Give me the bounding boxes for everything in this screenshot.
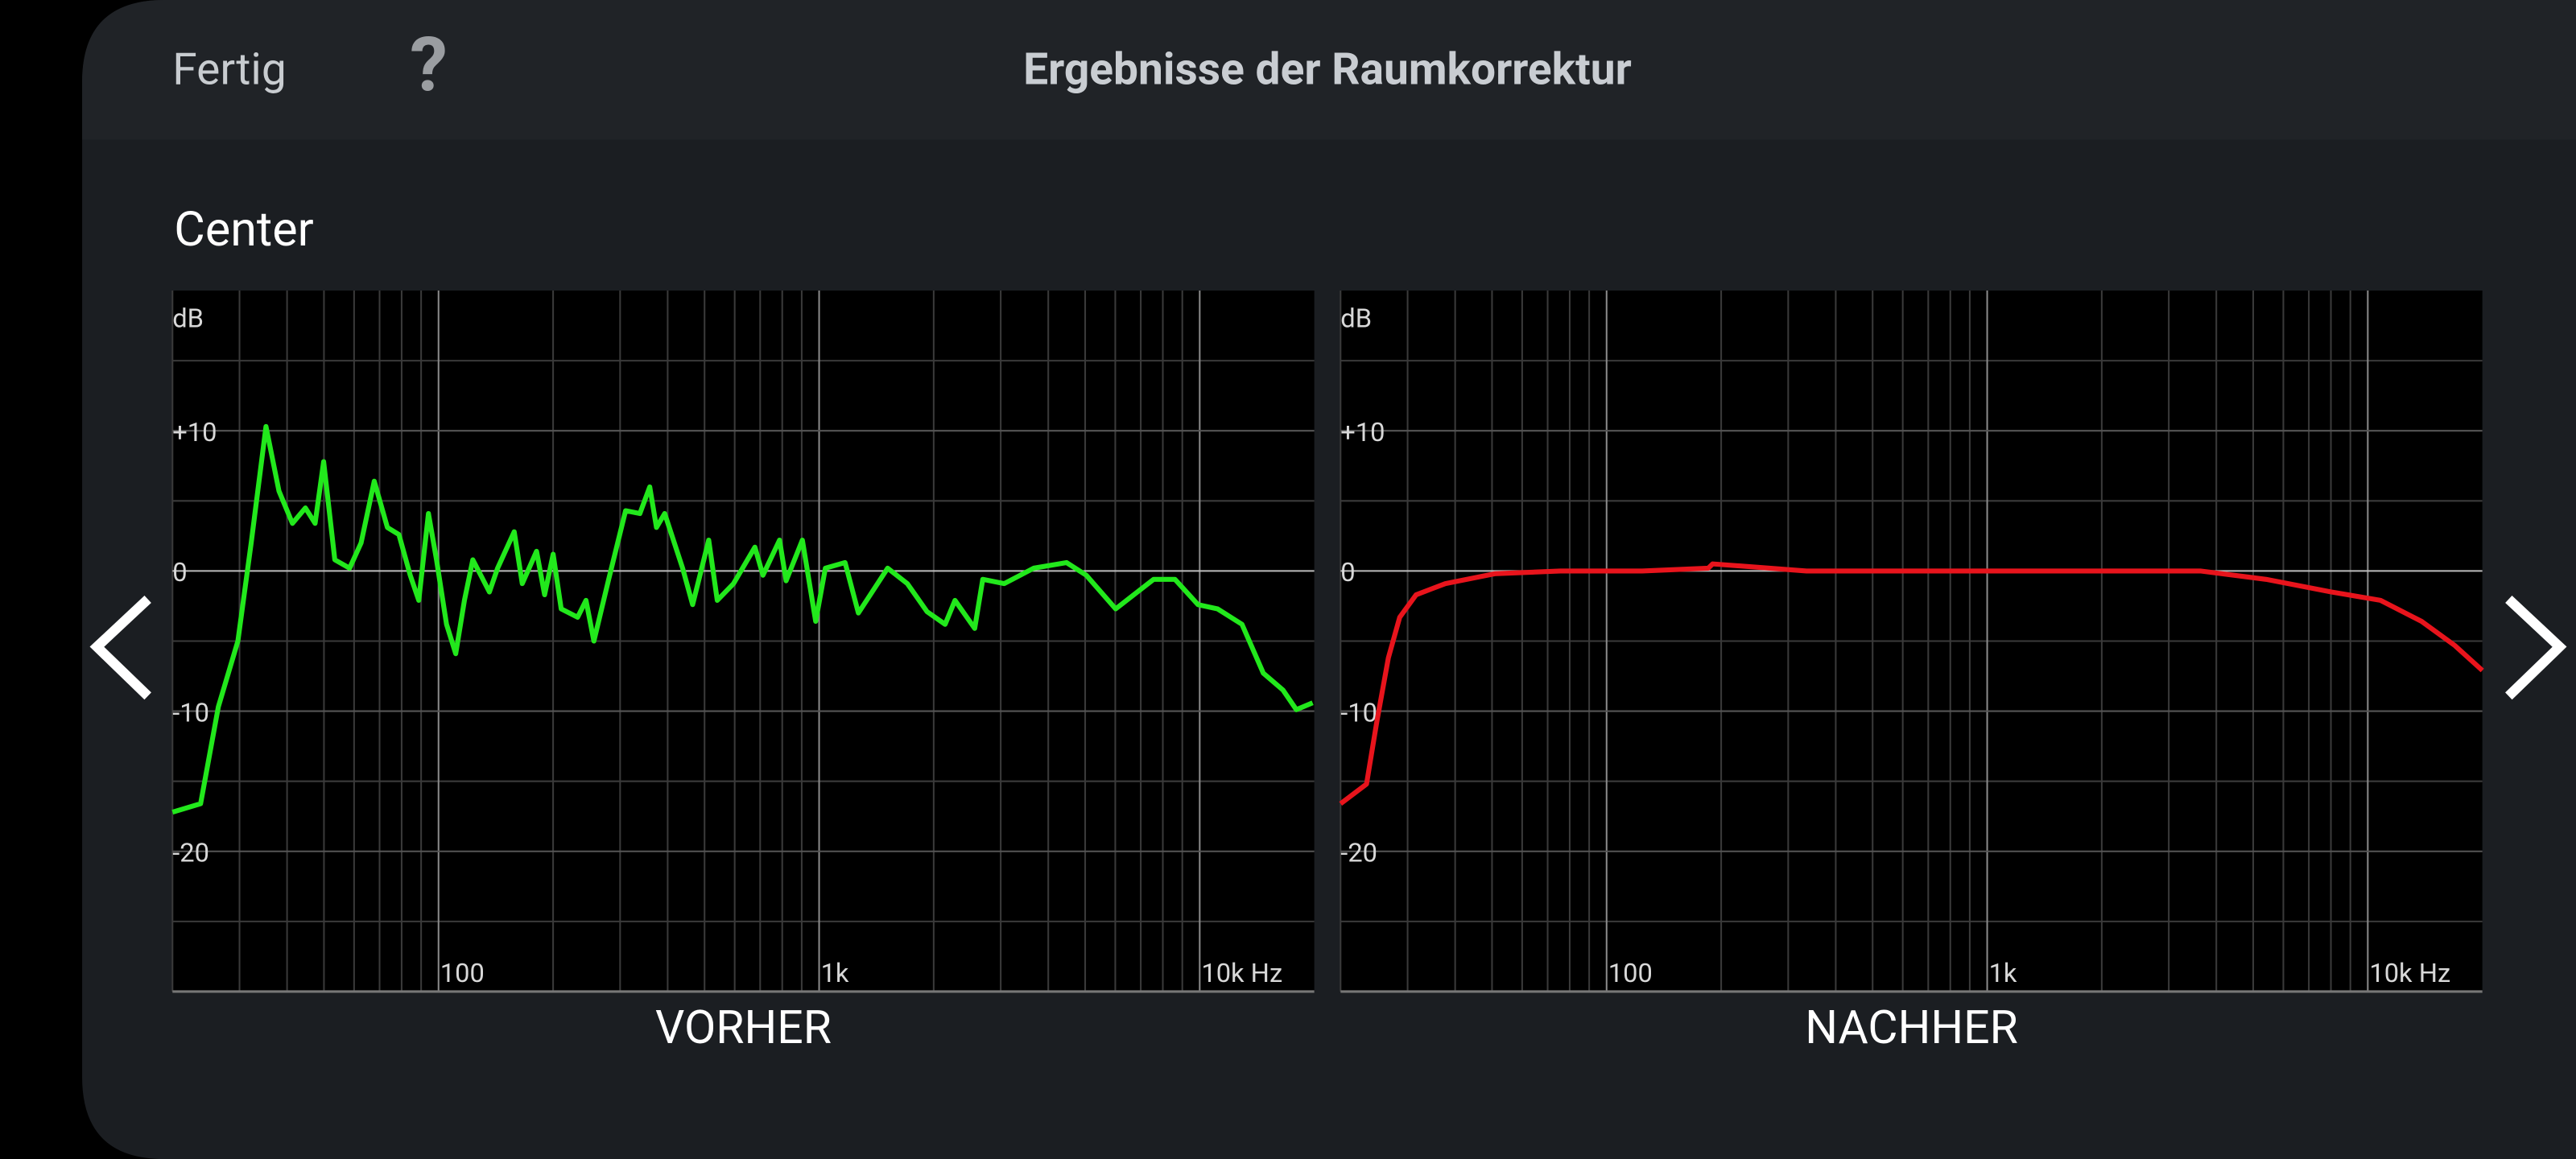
response-curve [171, 423, 1314, 815]
chart-title: VORHER [655, 1000, 832, 1054]
prev-arrow[interactable] [89, 596, 151, 700]
x-tick-label: 10k Hz [2369, 958, 2450, 988]
x-tick-label: 100 [440, 958, 485, 988]
help-button[interactable]: ? [410, 21, 448, 109]
y-axis-label: dB [1340, 303, 1372, 333]
y-axis-label: dB [172, 303, 204, 333]
y-tick-label: 0 [1340, 557, 1355, 588]
y-tick-label: +10 [172, 417, 217, 448]
page-title: Ergebnisse der Raumkorrektur [1023, 43, 1632, 95]
response-curve [1339, 561, 2484, 806]
x-tick-label: 10k Hz [1201, 958, 1282, 988]
done-button[interactable]: Fertig [172, 43, 286, 95]
y-tick-label: -20 [172, 837, 209, 868]
next-arrow[interactable] [2505, 596, 2567, 700]
chart-title: NACHHER [1805, 1000, 2018, 1054]
y-tick-label: 0 [172, 557, 187, 588]
y-tick-label: -10 [1340, 697, 1377, 728]
y-tick-label: +10 [1340, 417, 1385, 448]
channel-name: Center [174, 202, 313, 258]
x-tick-label: 100 [1608, 958, 1653, 988]
x-tick-label: 1k [1989, 958, 2017, 988]
x-tick-label: 1k [821, 958, 849, 988]
y-tick-label: -10 [172, 697, 209, 728]
y-tick-label: -20 [1340, 837, 1377, 868]
header-bar [82, 0, 2576, 140]
